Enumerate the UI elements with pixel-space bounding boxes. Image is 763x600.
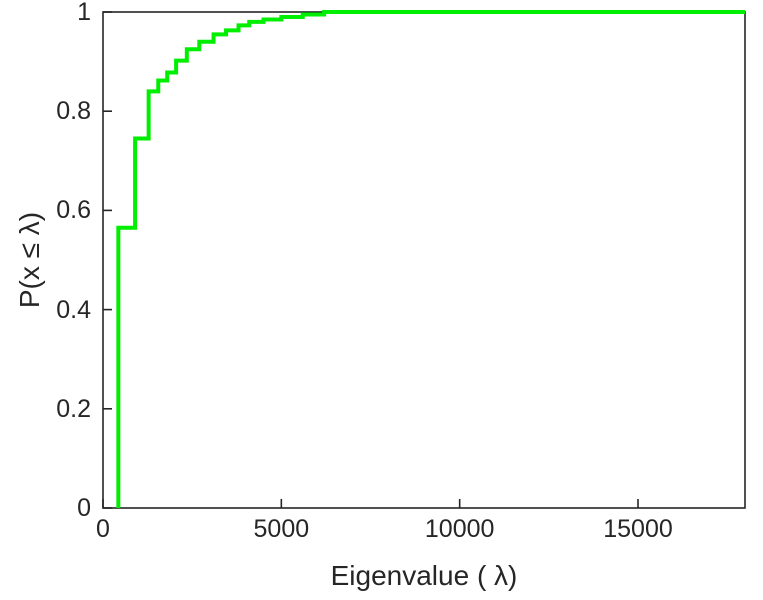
x-tick-label: 5000 [253,515,310,543]
y-tick-label: 0.2 [56,394,91,423]
x-tick-label: 0 [96,515,110,543]
y-tick-label: 1 [77,0,91,26]
y-tick-label: 0.4 [56,295,91,324]
y-axis-label: P(x ≤ λ) [14,211,45,309]
y-tick-label: 0.8 [56,97,91,126]
x-tick-label: 15000 [603,515,673,543]
y-tick-label: 0.6 [56,196,91,225]
ecdf-step-line [116,10,745,508]
axes-box [102,11,746,509]
x-axis-label: Eigenvalue ( λ) [330,560,518,591]
x-tick-label: 10000 [424,515,495,543]
y-tick-label: 0 [77,494,91,522]
